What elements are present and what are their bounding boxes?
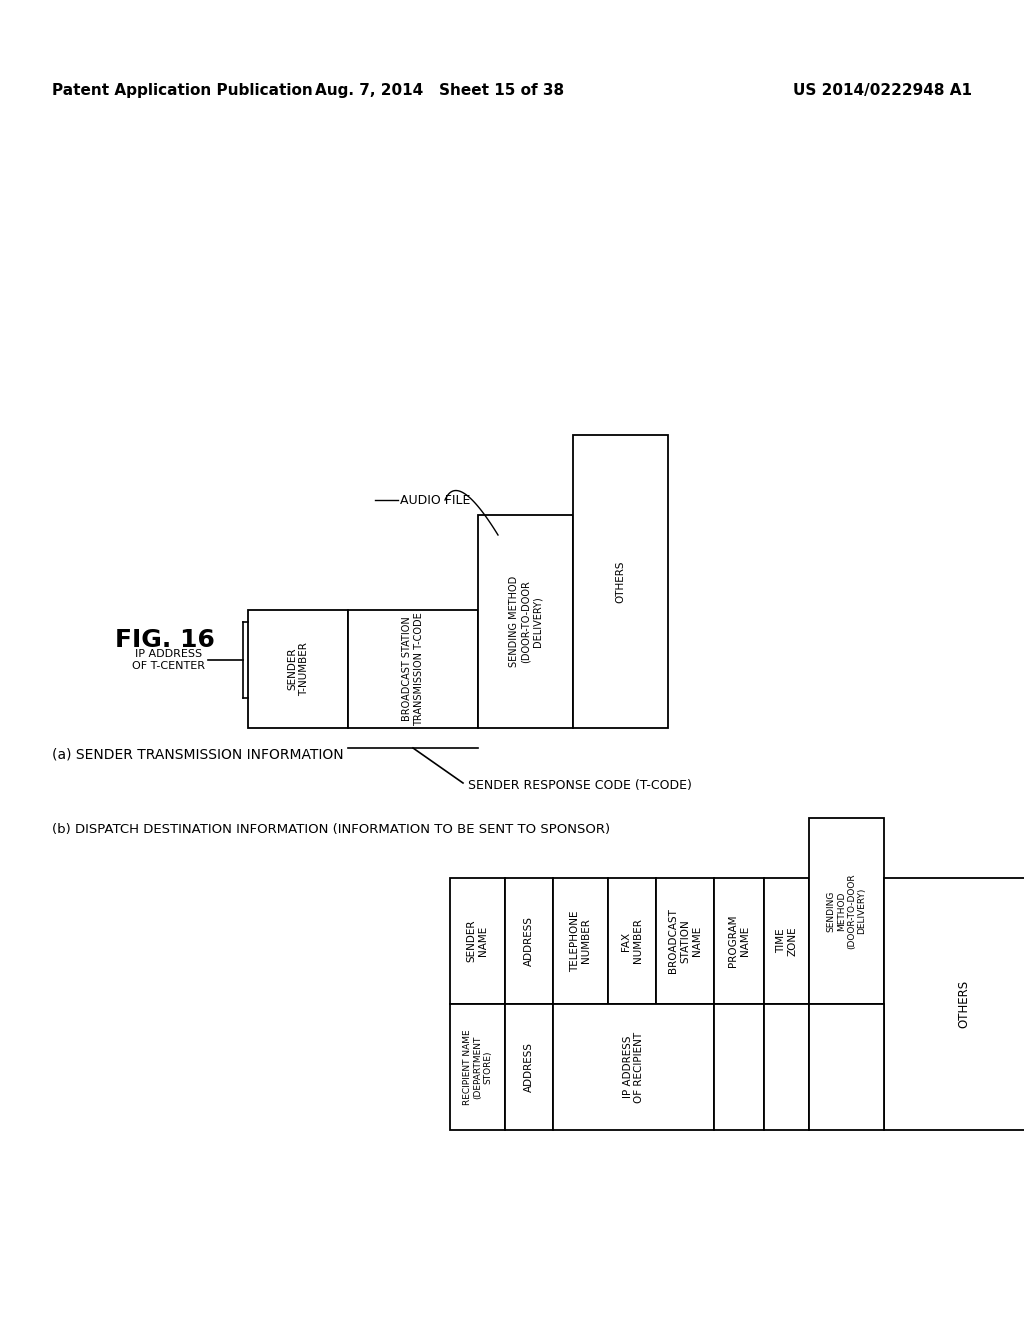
Text: BROADCAST
STATION
NAME: BROADCAST STATION NAME — [669, 908, 701, 973]
Text: SENDING METHOD
(DOOR-TO-DOOR
DELIVERY): SENDING METHOD (DOOR-TO-DOOR DELIVERY) — [509, 576, 542, 667]
Bar — [348, 610, 478, 729]
Text: SENDING
METHOD
(DOOR-TO-DOOR
DELIVERY): SENDING METHOD (DOOR-TO-DOOR DELIVERY) — [826, 874, 866, 949]
Bar — [553, 1005, 714, 1130]
Text: IP ADDRESS
OF T-CENTER: IP ADDRESS OF T-CENTER — [132, 649, 205, 671]
Bar — [573, 436, 668, 729]
Bar — [248, 610, 348, 729]
Bar — [809, 1005, 884, 1130]
Bar — [505, 1005, 553, 1130]
Text: Patent Application Publication: Patent Application Publication — [52, 82, 312, 98]
Text: ADDRESS: ADDRESS — [524, 1041, 534, 1092]
Text: (b) DISPATCH DESTINATION INFORMATION (INFORMATION TO BE SENT TO SPONSOR): (b) DISPATCH DESTINATION INFORMATION (IN… — [52, 824, 610, 837]
Text: TIME
ZONE: TIME ZONE — [776, 927, 798, 956]
Text: RECIPIENT NAME
(DEPARTMENT
STORE): RECIPIENT NAME (DEPARTMENT STORE) — [463, 1030, 493, 1105]
Bar — [764, 1005, 809, 1130]
Text: OTHERS: OTHERS — [957, 979, 971, 1028]
Text: BROADCAST STATION
TRANSMISSION T-CODE: BROADCAST STATION TRANSMISSION T-CODE — [402, 612, 424, 726]
Text: FIG. 16: FIG. 16 — [115, 628, 215, 652]
Text: FAX
NUMBER: FAX NUMBER — [622, 919, 643, 964]
Bar — [714, 1005, 764, 1130]
Bar — [553, 878, 608, 1005]
Text: TELEPHONE
NUMBER: TELEPHONE NUMBER — [569, 911, 591, 972]
Bar — [764, 878, 809, 1005]
Text: SENDER
NAME: SENDER NAME — [467, 920, 488, 962]
Text: ADDRESS: ADDRESS — [524, 916, 534, 966]
Bar — [656, 878, 714, 1005]
Bar — [450, 878, 505, 1005]
Text: IP ADDRESS
OF RECIPIENT: IP ADDRESS OF RECIPIENT — [623, 1031, 644, 1102]
Bar — [608, 878, 656, 1005]
Text: OTHERS: OTHERS — [615, 560, 626, 603]
Text: PROGRAM
NAME: PROGRAM NAME — [728, 915, 750, 968]
Text: (a) SENDER TRANSMISSION INFORMATION: (a) SENDER TRANSMISSION INFORMATION — [52, 748, 344, 762]
Text: SENDER
T-NUMBER: SENDER T-NUMBER — [287, 642, 309, 696]
Text: US 2014/0222948 A1: US 2014/0222948 A1 — [793, 82, 972, 98]
Bar — [505, 878, 553, 1005]
Bar — [884, 878, 1024, 1130]
Bar — [478, 515, 573, 729]
Text: Aug. 7, 2014   Sheet 15 of 38: Aug. 7, 2014 Sheet 15 of 38 — [315, 82, 564, 98]
Text: SENDER RESPONSE CODE (T-CODE): SENDER RESPONSE CODE (T-CODE) — [468, 780, 692, 792]
Bar — [809, 818, 884, 1005]
Bar — [450, 1005, 505, 1130]
Text: AUDIO FILE: AUDIO FILE — [400, 494, 470, 507]
Bar — [714, 878, 764, 1005]
